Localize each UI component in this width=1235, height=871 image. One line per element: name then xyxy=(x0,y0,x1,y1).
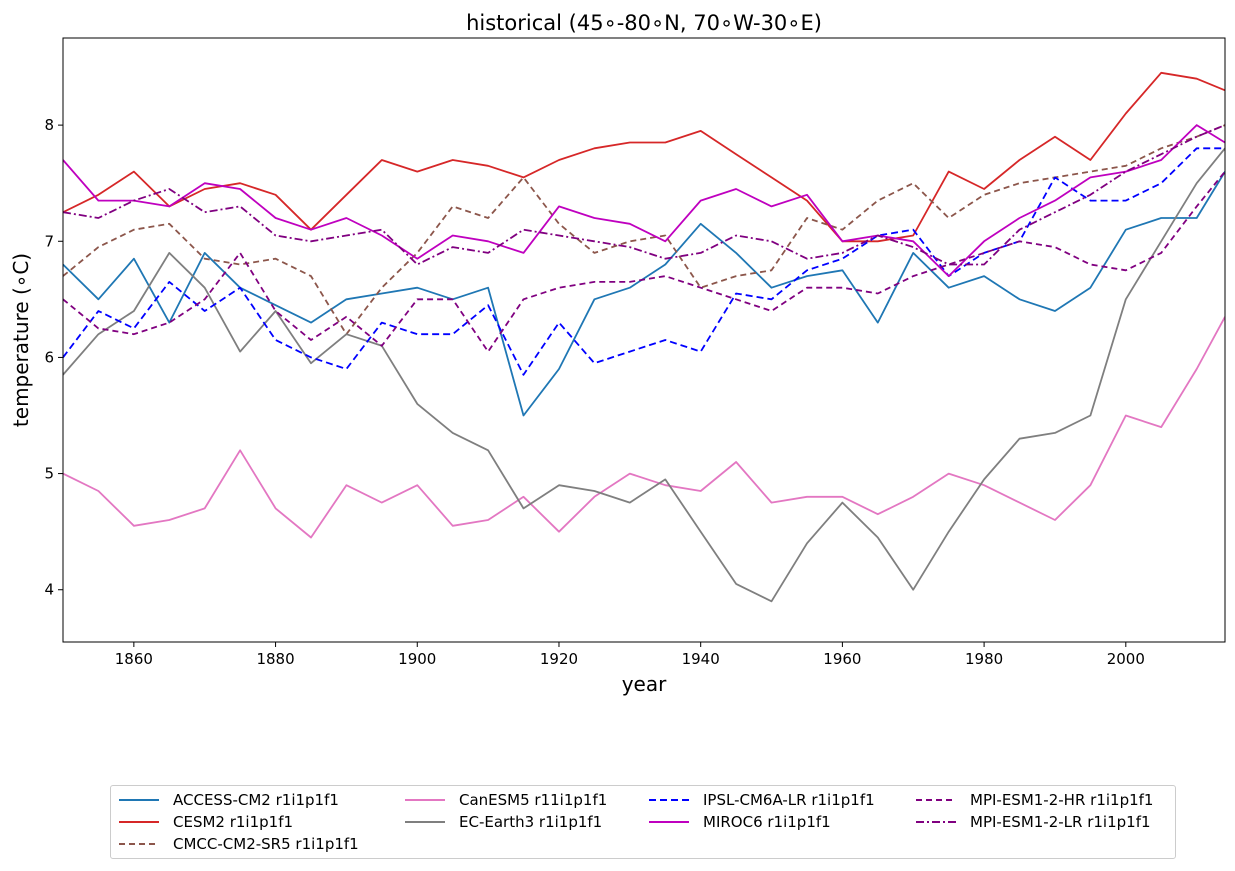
series-line-4 xyxy=(63,316,1225,539)
y-tick-label: 7 xyxy=(44,232,54,250)
legend-swatch xyxy=(119,821,159,823)
legend: ACCESS-CM2 r1i1p1f1 CESM2 r1i1p1f1 CMCC-CM… xyxy=(110,785,1176,859)
legend-item: MPI-ESM1-2-HR r1i1p1f1 xyxy=(916,790,1153,810)
x-tick-label: 1980 xyxy=(965,650,1003,668)
legend-item: CanESM5 r11i1p1f1 xyxy=(405,790,607,810)
series-line-2 xyxy=(63,71,1225,243)
series-line-8 xyxy=(63,171,1225,353)
y-axis-label: temperature (∘C) xyxy=(9,253,33,427)
series-line-6 xyxy=(63,147,1225,376)
legend-label: MPI-ESM1-2-HR r1i1p1f1 xyxy=(970,791,1154,809)
x-tick-label: 1920 xyxy=(540,650,578,668)
x-tick-label: 1900 xyxy=(398,650,436,668)
legend-swatch xyxy=(916,799,956,801)
legend-item: CESM2 r1i1p1f1 xyxy=(119,812,293,832)
series-line-5 xyxy=(63,147,1225,603)
x-tick-label: 1860 xyxy=(115,650,153,668)
legend-item: ACCESS-CM2 r1i1p1f1 xyxy=(119,790,339,810)
x-tick-label: 2000 xyxy=(1107,650,1145,668)
legend-label: CanESM5 r11i1p1f1 xyxy=(459,791,608,809)
chart-title: historical (45∘-80∘N, 70∘W-30∘E) xyxy=(466,11,822,35)
x-tick-label: 1940 xyxy=(682,650,720,668)
legend-swatch xyxy=(119,799,159,801)
legend-swatch xyxy=(649,821,689,823)
legend-label: CMCC-CM2-SR5 r1i1p1f1 xyxy=(173,835,359,853)
y-tick-label: 8 xyxy=(44,116,54,134)
plot-frame xyxy=(62,37,1226,643)
legend-swatch xyxy=(916,821,956,823)
legend-item: MIROC6 r1i1p1f1 xyxy=(649,812,831,832)
legend-label: EC-Earth3 r1i1p1f1 xyxy=(459,813,603,831)
x-axis-label: year xyxy=(622,672,667,696)
x-tick-label: 1960 xyxy=(823,650,861,668)
legend-label: MPI-ESM1-2-LR r1i1p1f1 xyxy=(970,813,1151,831)
plot-area xyxy=(63,71,1225,603)
x-tick-label: 1880 xyxy=(256,650,294,668)
y-tick-label: 4 xyxy=(44,581,54,599)
legend-item: IPSL-CM6A-LR r1i1p1f1 xyxy=(649,790,875,810)
legend-label: ACCESS-CM2 r1i1p1f1 xyxy=(173,791,339,809)
legend-swatch xyxy=(119,843,159,845)
legend-item: EC-Earth3 r1i1p1f1 xyxy=(405,812,602,832)
y-axis: 4 5 6 7 8 xyxy=(44,116,63,599)
y-tick-label: 6 xyxy=(44,348,54,366)
series-line-1 xyxy=(63,171,1225,417)
legend-swatch xyxy=(649,799,689,801)
legend-item: MPI-ESM1-2-LR r1i1p1f1 xyxy=(916,812,1151,832)
y-tick-label: 5 xyxy=(44,465,54,483)
legend-label: CESM2 r1i1p1f1 xyxy=(173,813,294,831)
series-line-3 xyxy=(63,124,1225,336)
series-line-9 xyxy=(63,124,1225,266)
legend-label: IPSL-CM6A-LR r1i1p1f1 xyxy=(703,791,875,809)
series-line-7 xyxy=(63,124,1225,278)
legend-item: CMCC-CM2-SR5 r1i1p1f1 xyxy=(119,834,359,854)
legend-label: MIROC6 r1i1p1f1 xyxy=(703,813,831,831)
x-axis: 1860 1880 1900 1920 1940 1960 1980 2000 xyxy=(115,642,1145,668)
legend-swatch xyxy=(405,799,445,801)
legend-swatch xyxy=(405,821,445,823)
